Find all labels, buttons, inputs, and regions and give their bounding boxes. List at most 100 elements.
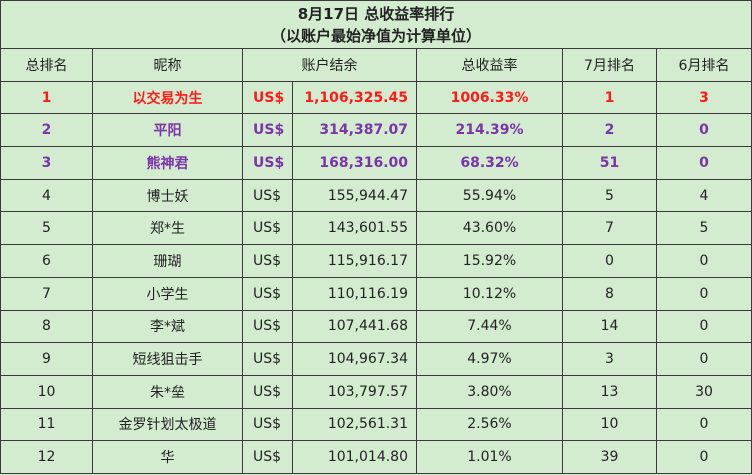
cell-rank: 5 [0, 211, 93, 246]
cell-july-rank: 8 [562, 276, 657, 311]
cell-total-return: 3.80% [416, 374, 563, 409]
cell-total-return: 55.94% [416, 178, 563, 213]
table-row: 2 平阳 US$ 314,387.07 214.39% 2 0 [0, 113, 752, 148]
cell-june-rank: 3 [655, 80, 752, 115]
cell-currency: US$ [242, 244, 293, 278]
cell-june-rank: 0 [655, 276, 752, 311]
cell-currency: US$ [242, 113, 293, 148]
cell-total-return: 4.97% [416, 342, 563, 376]
cell-july-rank: 1 [562, 80, 657, 115]
table-row: 4 博士妖 US$ 155,944.47 55.94% 5 4 [0, 178, 752, 213]
cell-july-rank: 13 [562, 374, 657, 409]
cell-currency: US$ [242, 80, 293, 115]
cell-total-return: 10.12% [416, 276, 563, 311]
cell-balance: 143,601.55 [292, 211, 417, 246]
table-row: 9 短线狙击手 US$ 104,967.34 4.97% 3 0 [0, 342, 752, 376]
cell-total-return: 1.01% [416, 440, 563, 474]
header-june-rank: 6月排名 [655, 48, 752, 82]
cell-july-rank: 3 [562, 342, 657, 376]
cell-nickname: 华 [92, 440, 243, 474]
cell-nickname: 朱*垒 [92, 374, 243, 409]
cell-currency: US$ [242, 440, 293, 474]
cell-currency: US$ [242, 211, 293, 246]
header-balance: 账户结余 [242, 48, 417, 82]
title-row: 8月17日 总收益率排行 （以账户最始净值为计算单位） [0, 0, 752, 49]
cell-june-rank: 0 [655, 113, 752, 148]
cell-currency: US$ [242, 374, 293, 409]
cell-rank: 4 [0, 178, 93, 213]
cell-june-rank: 0 [655, 407, 752, 442]
cell-balance: 107,441.68 [292, 309, 417, 344]
cell-total-return: 2.56% [416, 407, 563, 442]
cell-july-rank: 14 [562, 309, 657, 344]
cell-total-return: 1006.33% [416, 80, 563, 115]
cell-july-rank: 10 [562, 407, 657, 442]
cell-balance: 103,797.57 [292, 374, 417, 409]
cell-currency: US$ [242, 407, 293, 442]
header-total-return: 总收益率 [416, 48, 563, 82]
cell-currency: US$ [242, 276, 293, 311]
cell-rank: 6 [0, 244, 93, 278]
cell-total-return: 214.39% [416, 113, 563, 148]
cell-july-rank: 39 [562, 440, 657, 474]
table-title: 8月17日 总收益率排行 [297, 4, 455, 23]
table-row: 7 小学生 US$ 110,116.19 10.12% 8 0 [0, 276, 752, 311]
cell-july-rank: 51 [562, 146, 657, 180]
cell-currency: US$ [242, 146, 293, 180]
cell-balance: 155,944.47 [292, 178, 417, 213]
cell-rank: 9 [0, 342, 93, 376]
header-july-rank: 7月排名 [562, 48, 657, 82]
cell-total-return: 7.44% [416, 309, 563, 344]
cell-total-return: 68.32% [416, 146, 563, 180]
cell-nickname: 短线狙击手 [92, 342, 243, 376]
cell-nickname: 博士妖 [92, 178, 243, 213]
cell-balance: 101,014.80 [292, 440, 417, 474]
cell-nickname: 李*斌 [92, 309, 243, 344]
table-row: 3 熊神君 US$ 168,316.00 68.32% 51 0 [0, 146, 752, 180]
cell-currency: US$ [242, 309, 293, 344]
table-row: 12 华 US$ 101,014.80 1.01% 39 0 [0, 440, 752, 474]
cell-balance: 168,316.00 [292, 146, 417, 180]
header-rank: 总排名 [0, 48, 93, 82]
cell-rank: 10 [0, 374, 93, 409]
table-row: 10 朱*垒 US$ 103,797.57 3.80% 13 30 [0, 374, 752, 409]
table-row: 8 李*斌 US$ 107,441.68 7.44% 14 0 [0, 309, 752, 344]
cell-rank: 8 [0, 309, 93, 344]
cell-rank: 11 [0, 407, 93, 442]
cell-rank: 7 [0, 276, 93, 311]
cell-total-return: 43.60% [416, 211, 563, 246]
table-title-cell: 8月17日 总收益率排行 （以账户最始净值为计算单位） [0, 0, 752, 49]
table-subtitle: （以账户最始净值为计算单位） [271, 26, 482, 45]
cell-june-rank: 0 [655, 146, 752, 180]
cell-rank: 12 [0, 440, 93, 474]
cell-rank: 3 [0, 146, 93, 180]
cell-rank: 1 [0, 80, 93, 115]
cell-nickname: 珊瑚 [92, 244, 243, 278]
cell-balance: 110,116.19 [292, 276, 417, 311]
cell-rank: 2 [0, 113, 93, 148]
cell-july-rank: 2 [562, 113, 657, 148]
cell-balance: 102,561.31 [292, 407, 417, 442]
cell-nickname: 金罗针划太极道 [92, 407, 243, 442]
cell-nickname: 以交易为生 [92, 80, 243, 115]
cell-june-rank: 4 [655, 178, 752, 213]
cell-balance: 1,106,325.45 [292, 80, 417, 115]
cell-total-return: 15.92% [416, 244, 563, 278]
cell-balance: 104,967.34 [292, 342, 417, 376]
cell-june-rank: 30 [655, 374, 752, 409]
header-nickname: 昵称 [92, 48, 243, 82]
cell-nickname: 郑*生 [92, 211, 243, 246]
cell-nickname: 熊神君 [92, 146, 243, 180]
header-row: 总排名 昵称 账户结余 总收益率 7月排名 6月排名 [0, 48, 752, 82]
cell-june-rank: 0 [655, 440, 752, 474]
cell-balance: 115,916.17 [292, 244, 417, 278]
cell-currency: US$ [242, 178, 293, 213]
cell-nickname: 平阳 [92, 113, 243, 148]
cell-june-rank: 0 [655, 244, 752, 278]
cell-balance: 314,387.07 [292, 113, 417, 148]
cell-july-rank: 7 [562, 211, 657, 246]
cell-nickname: 小学生 [92, 276, 243, 311]
table-row: 11 金罗针划太极道 US$ 102,561.31 2.56% 10 0 [0, 407, 752, 442]
cell-june-rank: 5 [655, 211, 752, 246]
cell-july-rank: 5 [562, 178, 657, 213]
